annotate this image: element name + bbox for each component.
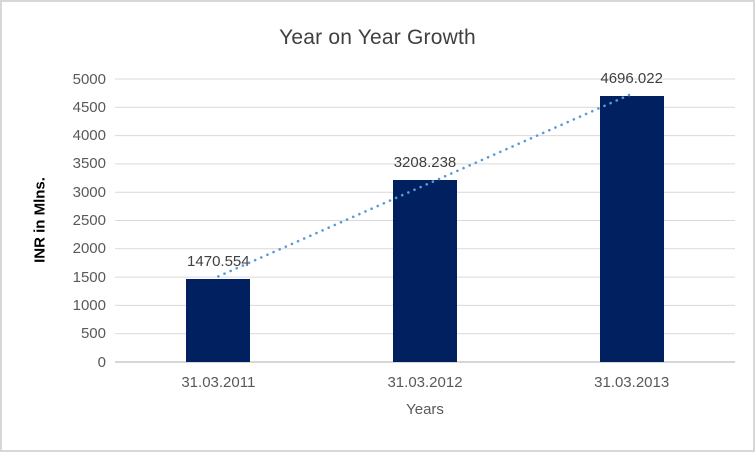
bar-31.03.2012 (393, 180, 457, 362)
bar-31.03.2013 (599, 96, 664, 362)
y-tick-label: 1500 (72, 268, 106, 286)
data-label: 3208.238 (393, 154, 457, 172)
y-tick-label: 3000 (72, 183, 106, 201)
bars-layer: 1470.554 3208.238 4696.022 (115, 70, 735, 362)
bar-31.03.2011 (186, 278, 251, 362)
x-tick-label: 31.03.2013 (594, 374, 670, 391)
x-axis-title: Years (406, 401, 444, 418)
data-label: 1470.554 (187, 252, 250, 270)
y-tick-label: 4000 (72, 127, 106, 145)
plot-area: 1470.554 3208.238 4696.022 (115, 70, 735, 363)
x-tick-label: 31.03.2012 (387, 374, 463, 391)
y-tick-label: 5000 (72, 70, 106, 88)
y-tick-label: 2500 (72, 212, 106, 229)
y-tick-label: 0 (97, 353, 106, 371)
y-tick-label: 4500 (72, 98, 106, 116)
y-tick-label: 2000 (72, 240, 106, 258)
y-tick-label: 500 (80, 325, 106, 343)
y-tick-label: 1000 (72, 296, 106, 314)
x-tick-label: 31.03.2011 (181, 374, 256, 391)
trendline (217, 92, 633, 278)
y-tick-label: 3500 (72, 155, 106, 173)
data-label: 4696.022 (600, 70, 663, 88)
trendline-layer (217, 92, 633, 278)
chart-title: Year on Year Growth (279, 26, 476, 49)
